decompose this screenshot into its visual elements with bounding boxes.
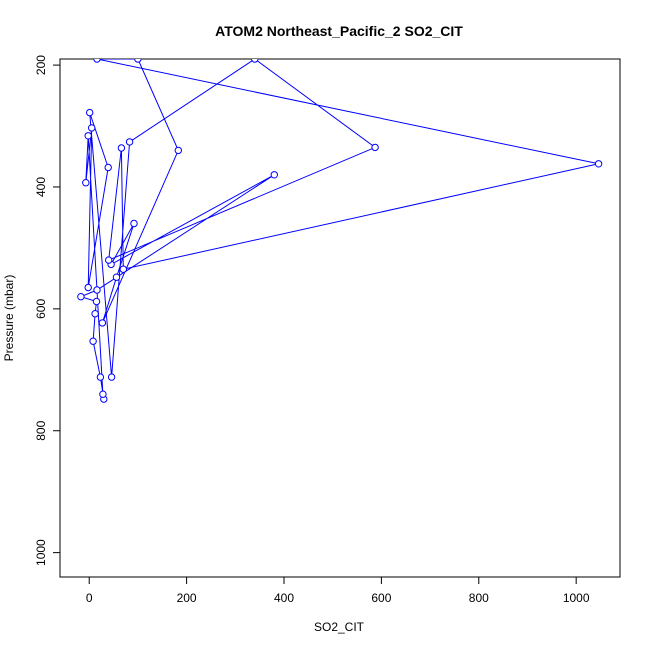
- data-point: [93, 59, 101, 63]
- x-tick-label: 1000: [563, 591, 590, 605]
- data-point: [270, 171, 278, 179]
- data-point: [89, 337, 97, 345]
- data-point: [98, 319, 107, 327]
- data-point: [96, 373, 105, 381]
- y-tick-label: 1000: [34, 539, 48, 566]
- y-tick-label: 600: [34, 299, 48, 319]
- y-tick-label: 800: [34, 420, 48, 440]
- data-point: [174, 146, 183, 155]
- y-tick-label: 400: [34, 177, 48, 197]
- y-axis-label: Pressure (mbar): [2, 275, 16, 362]
- data-point: [134, 59, 142, 63]
- plot-area-frame: [59, 58, 621, 578]
- data-point: [125, 138, 134, 146]
- x-tick-label: 200: [177, 591, 197, 605]
- data-point: [92, 297, 101, 306]
- data-point: [84, 132, 92, 140]
- data-point: [99, 390, 107, 398]
- x-tick-label: 0: [86, 591, 93, 605]
- data-point: [107, 373, 116, 381]
- series-line: [79, 59, 599, 400]
- data-point: [86, 108, 94, 117]
- data-point: [119, 265, 128, 273]
- data-point: [77, 293, 85, 301]
- data-point: [112, 273, 121, 281]
- data-point: [371, 143, 379, 152]
- data-series: [77, 59, 603, 403]
- x-tick-label: 800: [469, 591, 489, 605]
- data-point: [93, 286, 101, 294]
- data-point: [91, 310, 99, 318]
- y-tick-label: 200: [34, 55, 48, 75]
- data-point: [251, 59, 259, 63]
- data-point: [84, 283, 92, 292]
- x-axis-label: SO2_CIT: [314, 620, 365, 634]
- data-point: [105, 256, 113, 264]
- x-axis: 0 200 400 600 800 1000: [86, 576, 590, 605]
- data-point: [594, 160, 603, 168]
- chart-title: ATOM2 Northeast_Pacific_2 SO2_CIT: [215, 23, 463, 39]
- data-point: [88, 124, 96, 132]
- x-tick-label: 600: [371, 591, 391, 605]
- data-point: [130, 219, 138, 228]
- data-point: [82, 179, 90, 187]
- y-axis: 200 400 600 800 1000: [34, 55, 61, 566]
- data-point: [117, 144, 126, 152]
- data-point: [104, 163, 112, 172]
- x-tick-label: 400: [274, 591, 294, 605]
